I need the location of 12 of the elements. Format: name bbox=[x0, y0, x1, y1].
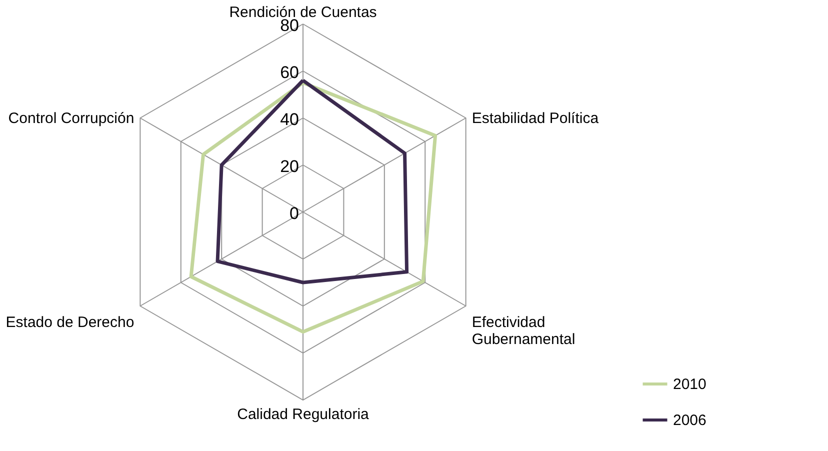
spoke-label: Estabilidad Política bbox=[472, 110, 600, 127]
y-tick-label: 0 bbox=[290, 204, 299, 223]
y-tick-label: 60 bbox=[280, 63, 299, 82]
spoke-label: Efectividad Gubernamental bbox=[472, 314, 576, 348]
legend-label: 2010 bbox=[673, 376, 706, 393]
y-tick-label: 20 bbox=[280, 157, 299, 176]
spoke-label: Calidad Regulatoria bbox=[237, 406, 370, 423]
y-tick-label: 80 bbox=[280, 16, 299, 35]
spoke-label: Control Corrupción bbox=[8, 110, 134, 127]
legend-label: 2006 bbox=[673, 412, 706, 429]
y-tick-label: 40 bbox=[280, 110, 299, 129]
spoke-label: Estado de Derecho bbox=[6, 314, 134, 331]
